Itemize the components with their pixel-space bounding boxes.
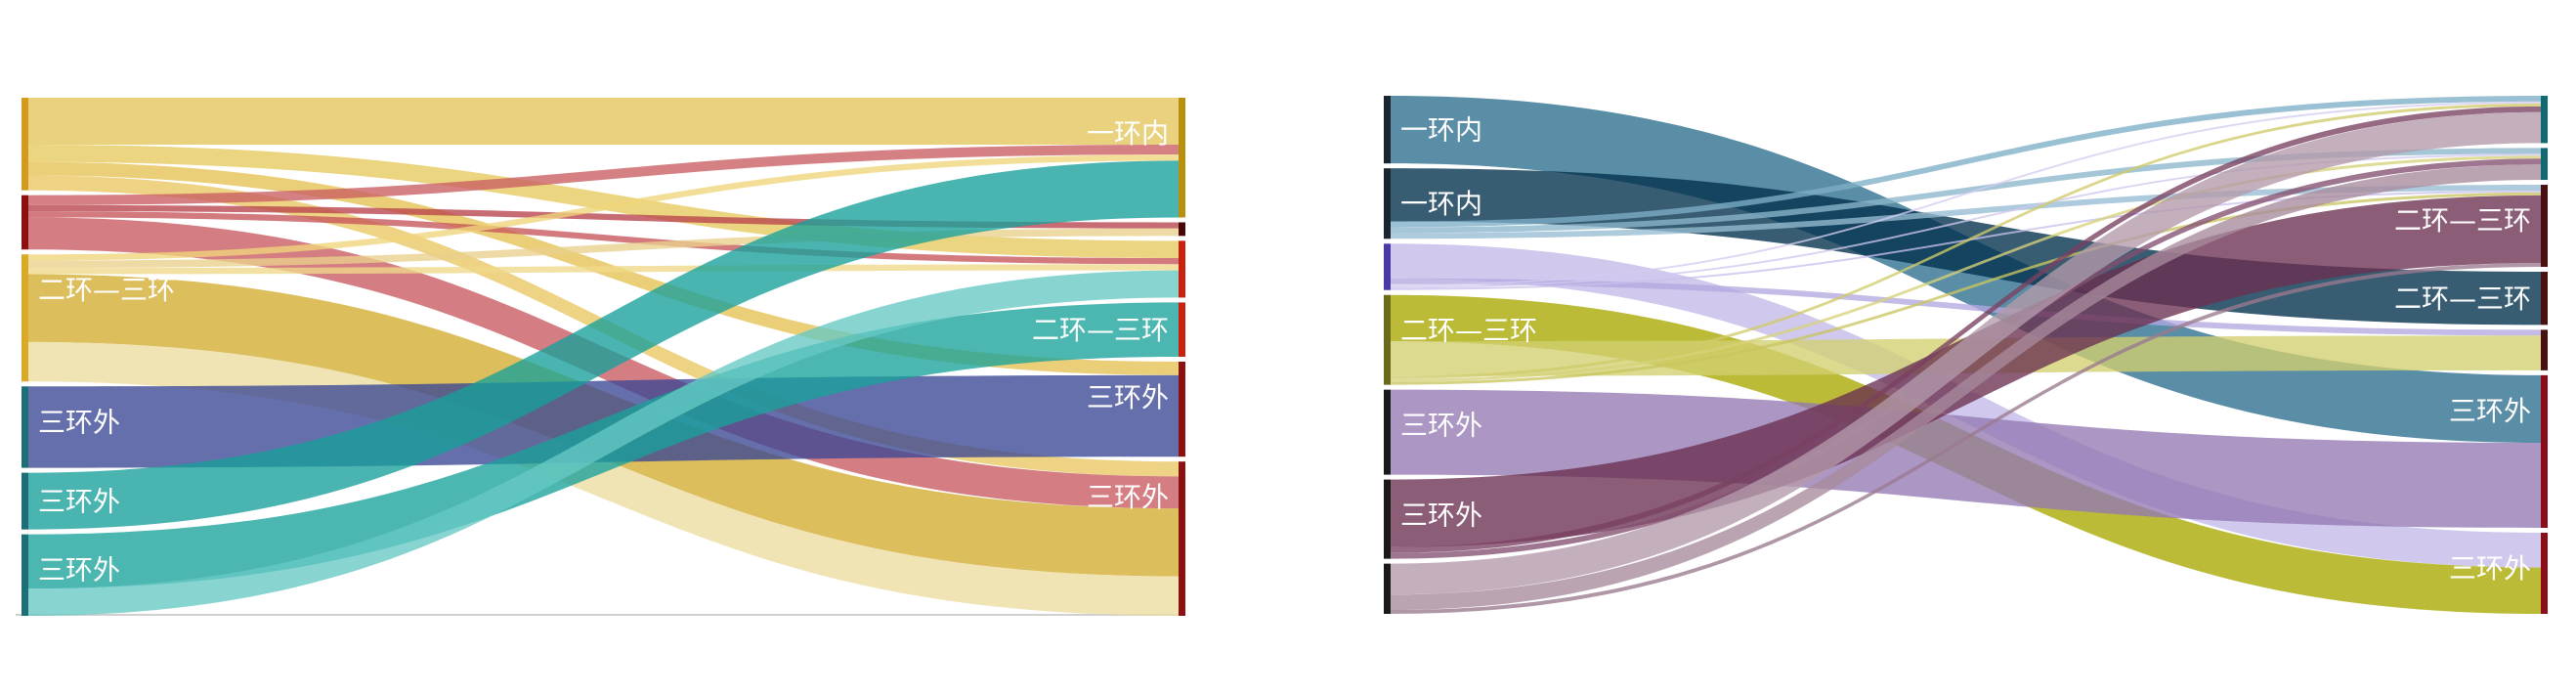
sankey-node-left-L5 <box>21 472 28 530</box>
sankey-node-right-R3 <box>1179 240 1185 298</box>
sankey-node-right-R2 <box>1179 222 1185 237</box>
sankey-link-L3-R7 <box>1391 243 2541 568</box>
sankey-link-L5-R6 <box>1391 389 2541 528</box>
sankey-node-left-L6 <box>21 534 28 616</box>
sankey-link-L6-R1 <box>1391 106 2541 553</box>
sankey-link-L7-R2 <box>1391 164 2541 611</box>
sankey-node-left-L2 <box>21 195 28 250</box>
sankey-label-right-R5: 三环外 <box>1087 381 1169 413</box>
sankey-label-left-L6: 三环外 <box>38 554 120 586</box>
sankey-link-L5-R1 <box>28 160 1179 530</box>
sankey-label-left-L4: 二环—三环 <box>1400 315 1537 347</box>
sankey-link-L4-R1 <box>1391 103 2541 379</box>
sankey-link-L7-R1 <box>1391 111 2541 595</box>
sankey-label-right-R6: 三环外 <box>1087 481 1169 513</box>
sankey-label-right-R1: 一环内 <box>1087 117 1169 150</box>
sankey-node-left-L4 <box>21 386 28 468</box>
sankey-link-L4-R2 <box>1391 155 2541 382</box>
sankey-node-left-L1 <box>21 98 28 191</box>
sankey-node-right-R6 <box>1179 461 1185 616</box>
sankey-label-left-L1: 一环内 <box>1400 114 1482 147</box>
sankey-label-left-L3: 二环—三环 <box>38 274 175 306</box>
sankey-label-right-R7: 三环外 <box>2449 552 2531 585</box>
sankey-link-L2-R3 <box>1391 185 2541 239</box>
sankey-link-L1-R1 <box>28 98 1179 145</box>
sankey-label-left-L5: 三环外 <box>1400 410 1482 442</box>
sankey-link-L2-R3 <box>28 211 1179 265</box>
sankey-link-L6-R3 <box>28 270 1179 616</box>
sankey-link-L3-R3 <box>28 264 1179 275</box>
sankey-label-left-L4: 三环外 <box>38 406 120 438</box>
sankey-link-L3-R5 <box>1391 278 2541 336</box>
sankey-node-right-R6 <box>2541 374 2548 528</box>
sankey-node-left-L3 <box>1384 243 1391 290</box>
sankey-node-right-R3 <box>2541 185 2548 268</box>
sankey-node-right-R5 <box>2541 329 2548 370</box>
sankey-node-left-L2 <box>1384 168 1391 239</box>
sankey-node-right-R2 <box>2541 148 2548 181</box>
sankey-label-left-L2: 一环内 <box>1400 188 1482 220</box>
sankey-nodes <box>21 98 1185 616</box>
sankey-label-right-R4: 二环—三环 <box>1032 314 1169 346</box>
sankey-link-L2-R2 <box>1391 148 2541 234</box>
sankey-link-L3-R2 <box>1391 153 2541 288</box>
sankey-link-L4-R3 <box>1391 192 2541 385</box>
sankey-node-right-R4 <box>1179 302 1185 357</box>
sankey-node-right-R4 <box>2541 272 2548 326</box>
sankey-link-L3-R1 <box>28 154 1179 261</box>
sankey-node-left-L3 <box>21 254 28 382</box>
sankey-node-right-R5 <box>1179 361 1185 457</box>
sankey-node-left-L6 <box>1384 479 1391 559</box>
sankey-link-L2-R1 <box>1391 96 2541 228</box>
sankey-node-right-R1 <box>1179 98 1185 218</box>
sankey-node-right-R1 <box>2541 96 2548 144</box>
sankey-label-right-R3: 二环—三环 <box>2394 204 2531 237</box>
sankey-link-L6-R3 <box>1391 195 2541 547</box>
sankey-label-left-L5: 三环外 <box>38 486 120 518</box>
sankey-link-L3-R6 <box>28 341 1179 616</box>
sankey-link-L7-R3 <box>1391 263 2541 614</box>
sankey-links <box>28 98 1179 616</box>
sankey-label-right-R6: 三环外 <box>2449 395 2531 427</box>
sankey-node-left-L1 <box>1384 96 1391 164</box>
sankey-link-L3-R1 <box>1391 101 2541 286</box>
sankey-link-L1-R3 <box>28 144 1179 259</box>
sankey-label-right-R4: 二环—三环 <box>2394 282 2531 315</box>
sankey-link-L2-R1 <box>28 144 1179 205</box>
sankey-node-left-L7 <box>1384 563 1391 614</box>
sankey-label-left-L6: 三环外 <box>1400 500 1482 532</box>
sankey-node-right-R7 <box>2541 532 2548 614</box>
sankey-node-left-L5 <box>1384 389 1391 475</box>
sankey-nodes <box>1384 96 2548 614</box>
sankey-links <box>1391 96 2541 614</box>
sankey-node-left-L4 <box>1384 294 1391 385</box>
